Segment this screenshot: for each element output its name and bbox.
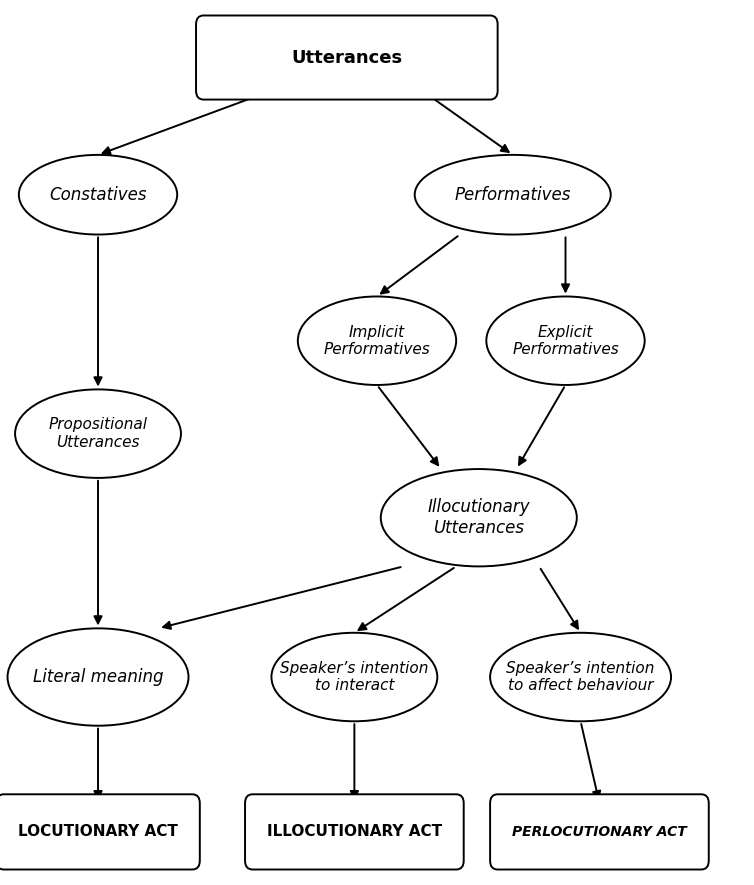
Ellipse shape [271, 633, 437, 721]
Text: Speaker’s intention
to interact: Speaker’s intention to interact [280, 661, 428, 693]
Text: Constatives: Constatives [49, 186, 147, 204]
Text: Speaker’s intention
to affect behaviour: Speaker’s intention to affect behaviour [507, 661, 654, 693]
Text: Explicit
Performatives: Explicit Performatives [512, 325, 619, 357]
Ellipse shape [490, 633, 671, 721]
Ellipse shape [486, 296, 645, 385]
Ellipse shape [298, 296, 456, 385]
Ellipse shape [415, 155, 611, 235]
Text: Implicit
Performatives: Implicit Performatives [323, 325, 431, 357]
Ellipse shape [381, 469, 577, 566]
FancyBboxPatch shape [196, 15, 498, 99]
FancyBboxPatch shape [490, 795, 709, 869]
Text: LOCUTIONARY ACT: LOCUTIONARY ACT [18, 825, 178, 839]
Text: Utterances: Utterances [291, 49, 403, 66]
Ellipse shape [8, 628, 188, 726]
Text: Literal meaning: Literal meaning [32, 668, 164, 686]
Text: Performatives: Performatives [455, 186, 571, 204]
FancyBboxPatch shape [0, 795, 200, 869]
FancyBboxPatch shape [245, 795, 464, 869]
Text: Propositional
Utterances: Propositional Utterances [48, 418, 148, 450]
Text: PERLOCUTIONARY ACT: PERLOCUTIONARY ACT [512, 825, 687, 839]
Ellipse shape [15, 389, 181, 478]
Text: Illocutionary
Utterances: Illocutionary Utterances [428, 498, 530, 537]
Text: ILLOCUTIONARY ACT: ILLOCUTIONARY ACT [267, 825, 442, 839]
Ellipse shape [19, 155, 177, 235]
